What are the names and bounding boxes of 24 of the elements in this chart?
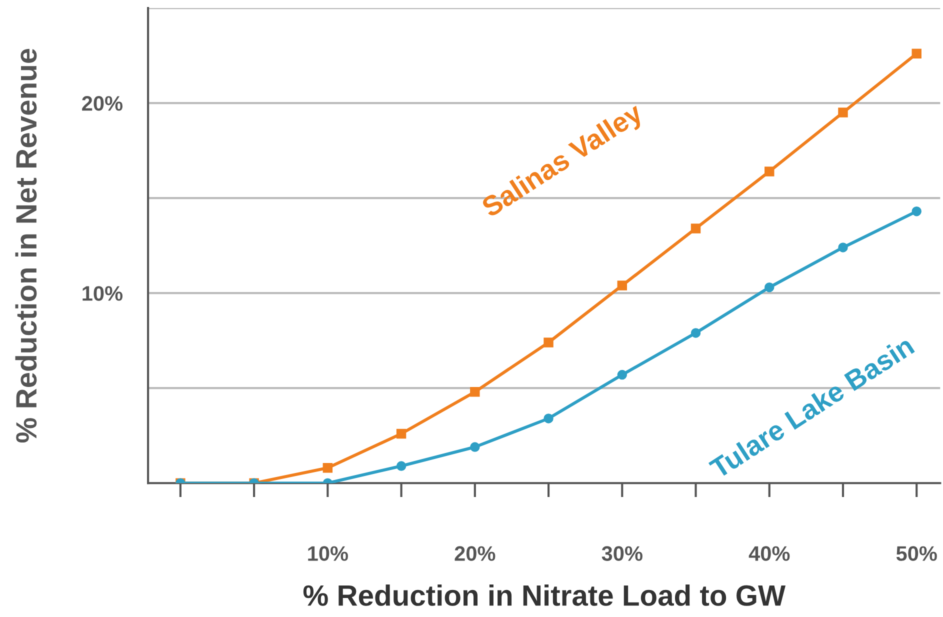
point xyxy=(396,428,406,439)
x-tick-label: 10% xyxy=(308,546,348,561)
point xyxy=(690,328,701,338)
point xyxy=(470,387,480,397)
x-axis-title: % Reduction in Nitrate Load to GW xyxy=(303,584,786,606)
point xyxy=(322,463,333,473)
point xyxy=(912,48,922,58)
point xyxy=(764,166,774,176)
point xyxy=(690,224,701,234)
point xyxy=(544,338,554,348)
point xyxy=(912,206,922,216)
point xyxy=(764,282,774,292)
y-axis-title: % Reduction in Net Revenue xyxy=(15,48,37,443)
point xyxy=(838,108,848,118)
x-tick-label: 40% xyxy=(748,546,790,561)
point xyxy=(617,370,628,380)
x-tick-label: 50% xyxy=(896,546,937,561)
point xyxy=(617,280,628,290)
point xyxy=(838,242,848,252)
x-tick-label: 30% xyxy=(602,546,642,561)
x-tick-label: 20% xyxy=(454,546,496,561)
point xyxy=(544,414,554,424)
point xyxy=(470,442,480,452)
point xyxy=(396,461,406,471)
